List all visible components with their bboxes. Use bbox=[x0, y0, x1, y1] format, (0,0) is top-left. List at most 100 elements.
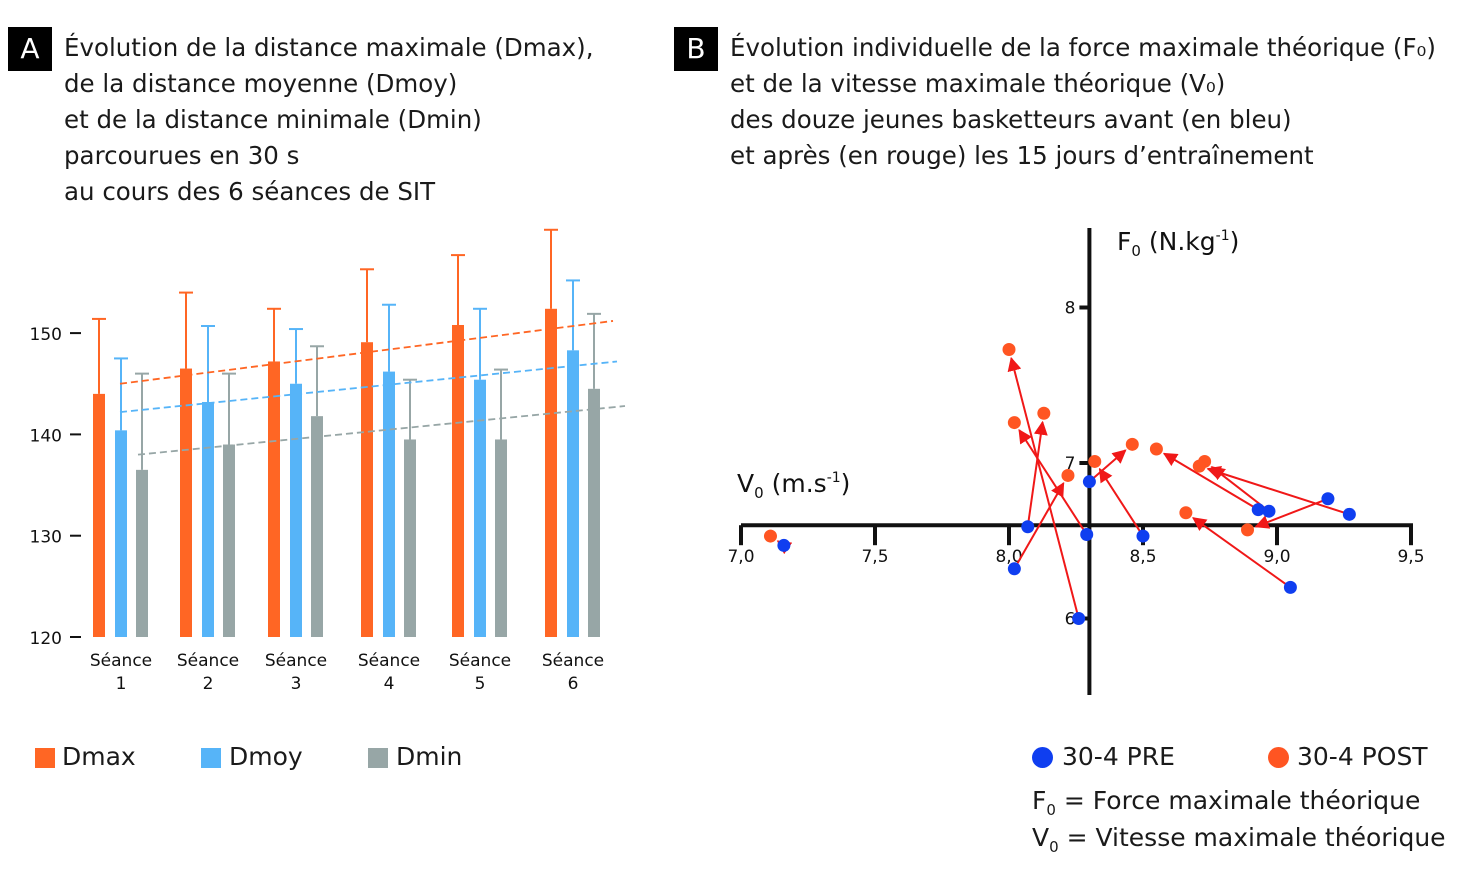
v0-symbol: V bbox=[1032, 823, 1050, 852]
x-tick-label: 2 bbox=[203, 674, 214, 694]
change-arrow bbox=[1026, 420, 1048, 527]
title-line: au cours des 6 séances de SIT bbox=[64, 177, 436, 206]
bar-dmoy bbox=[383, 371, 395, 637]
x-tick-label: 4 bbox=[384, 674, 395, 694]
change-arrow bbox=[1007, 356, 1080, 619]
point-pre bbox=[1342, 507, 1356, 521]
point-post bbox=[1061, 468, 1075, 482]
y-axis-label: F0 (N.kg-1) bbox=[1117, 227, 1239, 260]
title-line: Évolution de la distance maximale (Dmax)… bbox=[64, 33, 594, 62]
legend-label-dmin: Dmin bbox=[396, 742, 463, 771]
y-axis-label-unit: (N.kg bbox=[1141, 227, 1216, 256]
change-arrow bbox=[1206, 466, 1350, 516]
f0-symbol: F bbox=[1032, 786, 1047, 815]
change-arrow bbox=[1013, 482, 1065, 570]
legend-marker-post bbox=[1268, 747, 1289, 768]
x-tick-label: Séance bbox=[177, 651, 239, 671]
point-post bbox=[1149, 442, 1163, 456]
x-tick-label: 5 bbox=[475, 674, 486, 694]
point-pre bbox=[777, 538, 791, 552]
y-tick-label: 7 bbox=[1065, 454, 1076, 474]
legend-marker-pre bbox=[1032, 747, 1053, 768]
y-axis-label-sub: 0 bbox=[1131, 242, 1141, 260]
point-post bbox=[1125, 437, 1139, 451]
point-pre bbox=[1283, 580, 1297, 594]
panel-b-label: B bbox=[674, 27, 718, 71]
title-line: de la distance moyenne (Dmoy) bbox=[64, 69, 458, 98]
trend-line-dmoy bbox=[119, 360, 618, 414]
bar-dmin bbox=[495, 439, 507, 637]
x-axis-label-unit: (m.s bbox=[764, 469, 827, 498]
x-axis-label-symbol: V bbox=[737, 469, 754, 498]
legend-label-dmax: Dmax bbox=[62, 742, 136, 771]
bar-dmin bbox=[136, 469, 148, 637]
change-arrow bbox=[1098, 467, 1144, 537]
y-tick-label: 8 bbox=[1065, 299, 1076, 319]
point-pre bbox=[1251, 503, 1265, 517]
point-pre bbox=[1080, 528, 1094, 542]
point-post bbox=[1007, 416, 1021, 430]
change-arrow bbox=[1192, 517, 1291, 589]
bar-dmoy bbox=[290, 383, 302, 637]
legend-swatch-dmax bbox=[35, 748, 55, 768]
f0-text: = Force maximale théorique bbox=[1055, 786, 1421, 815]
y-tick-label: 140 bbox=[30, 426, 62, 446]
x-tick-label: 6 bbox=[568, 674, 579, 694]
x-axis-label: V0 (m.s-1) bbox=[737, 469, 850, 502]
x-tick-label: Séance bbox=[358, 651, 420, 671]
y-axis-label-symbol: F bbox=[1117, 227, 1131, 256]
title-line: et de la distance minimale (Dmin) bbox=[64, 105, 482, 134]
point-post bbox=[1192, 459, 1206, 473]
bar-dmax bbox=[361, 342, 373, 637]
point-post bbox=[763, 529, 777, 543]
point-pre bbox=[1082, 475, 1096, 489]
title-line: et après (en rouge) les 15 jours d’entra… bbox=[730, 141, 1314, 170]
point-post bbox=[1241, 523, 1255, 537]
point-pre bbox=[1072, 612, 1086, 625]
bar-dmax bbox=[180, 368, 192, 637]
x-tick-label: 3 bbox=[291, 674, 302, 694]
legend-label-pre: 30-4 PRE bbox=[1062, 742, 1175, 771]
title-line: Évolution individuelle de la force maxim… bbox=[730, 33, 1436, 62]
y-tick-label: 150 bbox=[30, 325, 62, 345]
bar-dmin bbox=[223, 444, 235, 637]
x-tick-label: 7,0 bbox=[727, 547, 754, 567]
f0-definition: F0 = Force maximale théorique bbox=[1032, 786, 1420, 819]
point-pre bbox=[1021, 520, 1035, 534]
legend-swatch-dmin bbox=[368, 748, 388, 768]
bar-dmoy bbox=[474, 379, 486, 637]
y-axis-label-exp: -1 bbox=[1216, 228, 1230, 244]
legend-label-post: 30-4 POST bbox=[1297, 742, 1428, 771]
v0-text: = Vitesse maximale théorique bbox=[1058, 823, 1446, 852]
x-tick-label: Séance bbox=[449, 651, 511, 671]
x-tick-label: 9,5 bbox=[1397, 547, 1424, 567]
panel-a-label: A bbox=[8, 27, 52, 71]
x-tick-label: 8,0 bbox=[995, 547, 1022, 567]
legend-swatch-dmoy bbox=[201, 748, 221, 768]
bar-dmin bbox=[404, 439, 416, 637]
y-tick-label: 130 bbox=[30, 528, 62, 548]
title-line: des douze jeunes basketteurs avant (en b… bbox=[730, 105, 1292, 134]
y-axis-label-close: ) bbox=[1230, 227, 1240, 256]
point-post bbox=[1179, 506, 1193, 520]
title-line: parcourues en 30 s bbox=[64, 141, 300, 170]
v0-sub: 0 bbox=[1049, 838, 1059, 856]
point-pre bbox=[1136, 529, 1150, 543]
trend-line-dmin bbox=[137, 405, 626, 456]
x-tick-label: Séance bbox=[90, 651, 152, 671]
panel-a-title: Évolution de la distance maximale (Dmax)… bbox=[64, 30, 594, 210]
x-tick-label: 8,5 bbox=[1129, 547, 1156, 567]
v0-definition: V0 = Vitesse maximale théorique bbox=[1032, 823, 1446, 856]
y-tick-label: 6 bbox=[1065, 610, 1076, 630]
bar-dmoy bbox=[115, 430, 127, 637]
x-tick-label: Séance bbox=[265, 651, 327, 671]
bar-dmin bbox=[311, 416, 323, 637]
y-tick-label: 120 bbox=[30, 629, 62, 649]
change-arrow bbox=[1162, 452, 1259, 511]
point-pre bbox=[1262, 504, 1276, 518]
bar-dmin bbox=[588, 388, 600, 637]
x-axis-label-close: ) bbox=[841, 469, 851, 498]
x-axis-label-sub: 0 bbox=[754, 484, 764, 502]
x-tick-label: Séance bbox=[542, 651, 604, 671]
